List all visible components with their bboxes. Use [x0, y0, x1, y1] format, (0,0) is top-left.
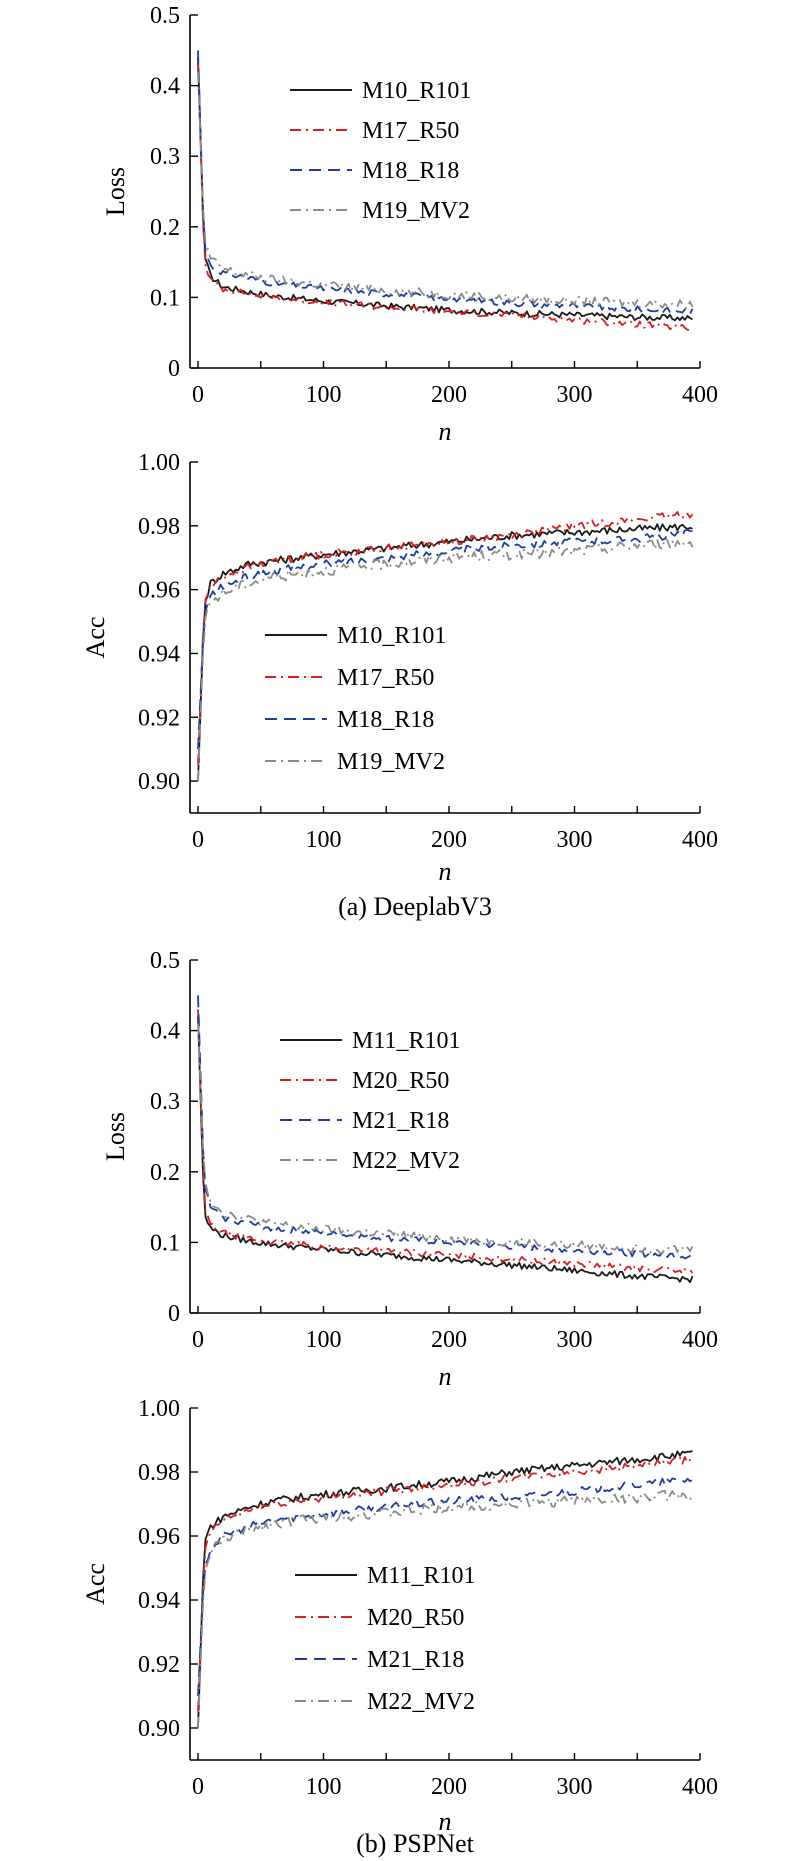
y-tick-label: 0.94 — [138, 641, 180, 667]
series-line-m21-r18 — [197, 1477, 693, 1697]
legend-label: M17_R50 — [362, 118, 459, 144]
x-tick-label: 300 — [557, 1774, 593, 1800]
x-tick-label: 400 — [682, 827, 718, 853]
y-tick-label: 0.4 — [150, 74, 180, 100]
y-tick-label: 0.92 — [138, 705, 180, 731]
x-axis-label: n — [439, 857, 452, 886]
legend-label: M19_MV2 — [362, 198, 470, 224]
x-tick-label: 0 — [192, 1327, 204, 1353]
legend-label: M10_R101 — [362, 78, 471, 104]
x-tick-label: 400 — [682, 1327, 718, 1353]
legend-label: M20_R50 — [367, 1605, 464, 1631]
series-line-m18-r18 — [197, 50, 694, 316]
legend-label: M17_R50 — [337, 665, 434, 691]
caption-a: (a) DeeplabV3 — [338, 892, 492, 921]
series-line-m18-r18 — [197, 529, 693, 750]
y-tick-label: 0 — [168, 1301, 180, 1327]
series-line-m11-r101 — [197, 1450, 693, 1729]
x-tick-label: 300 — [557, 1327, 593, 1353]
panel-a-acc-chart: 0.90 0.92 0.94 0.96 0.98 1.00 0 100 200 300 400 n Ac… — [81, 450, 718, 886]
series-line-m10-r101 — [197, 523, 693, 782]
x-tick-label: 100 — [306, 1327, 342, 1353]
y-tick-label: 0.96 — [138, 1524, 180, 1550]
y-axis-label: Loss — [101, 167, 130, 216]
x-tick-label: 0 — [192, 382, 204, 408]
y-tick-label: 0.2 — [150, 1160, 180, 1186]
legend-label: M11_R101 — [367, 1563, 475, 1589]
y-tick-label: 0 — [168, 356, 180, 382]
panel-b-acc-chart: 0.90 0.92 0.94 0.96 0.98 1.00 0 100 200 300 400 n Ac… — [81, 1396, 718, 1836]
x-tick-label: 0 — [192, 1774, 204, 1800]
y-tick-label: 0.1 — [150, 285, 180, 311]
x-tick-label: 200 — [431, 1774, 467, 1800]
x-tick-label: 100 — [306, 382, 342, 408]
y-tick-label: 0.3 — [150, 144, 180, 170]
x-axis-label: n — [439, 1807, 452, 1836]
y-axis-label: Acc — [81, 617, 110, 659]
y-tick-label: 0.4 — [150, 1019, 180, 1045]
x-tick-label: 100 — [306, 1774, 342, 1800]
legend-label: M20_R50 — [352, 1068, 449, 1094]
y-tick-label: 0.98 — [138, 514, 180, 540]
series-line-m22-mv2 — [197, 1490, 694, 1729]
y-tick-label: 0.92 — [138, 1652, 180, 1678]
x-tick-label: 200 — [431, 1327, 467, 1353]
legend-label: M22_MV2 — [367, 1689, 475, 1715]
legend-label: M21_R18 — [367, 1647, 464, 1673]
y-tick-label: 0.98 — [138, 1460, 180, 1486]
x-axis-label: n — [439, 1362, 452, 1391]
series-line-m17-r50 — [197, 64, 694, 331]
legend-label: M10_R101 — [337, 623, 446, 649]
series-line-m19-mv2 — [197, 537, 694, 782]
y-axis-label: Loss — [101, 1112, 130, 1161]
y-tick-label: 0.94 — [138, 1588, 180, 1614]
x-tick-label: 200 — [431, 382, 467, 408]
series-line-m20-r50 — [197, 1009, 694, 1275]
y-tick-label: 0.2 — [150, 215, 180, 241]
panel-a-loss-chart: 0 0.1 0.2 0.3 0.4 0.5 0 100 200 300 400 n Loss M10_R1… — [101, 3, 718, 446]
legend-label: M19_MV2 — [337, 749, 445, 775]
legend-label: M18_R18 — [362, 158, 459, 184]
x-tick-label: 300 — [557, 382, 593, 408]
x-tick-label: 200 — [431, 827, 467, 853]
y-tick-label: 0.96 — [138, 578, 180, 604]
panel-b-loss-chart: 0 0.1 0.2 0.3 0.4 0.5 0 100 200 300 400 n Loss M11_R1… — [101, 948, 718, 1391]
legend-label: M18_R18 — [337, 707, 434, 733]
y-tick-label: 0.5 — [150, 3, 180, 29]
series-line-m19-mv2 — [197, 71, 694, 310]
series-line-m17-r50 — [197, 510, 694, 766]
x-tick-label: 400 — [682, 382, 718, 408]
x-axis-label: n — [439, 417, 452, 446]
series-line-m11-r101 — [197, 1016, 694, 1284]
y-tick-label: 0.90 — [138, 769, 180, 795]
x-tick-label: 100 — [306, 827, 342, 853]
x-tick-label: 300 — [557, 827, 593, 853]
y-tick-label: 0.90 — [138, 1716, 180, 1742]
y-axis-label: Acc — [81, 1563, 110, 1605]
series-line-m21-r18 — [197, 995, 693, 1260]
y-tick-label: 1.00 — [138, 1396, 180, 1422]
y-tick-label: 1.00 — [138, 450, 180, 476]
x-tick-label: 0 — [192, 827, 204, 853]
series-line-m20-r50 — [197, 1456, 694, 1713]
y-tick-label: 0.1 — [150, 1230, 180, 1256]
legend-label: M11_R101 — [352, 1028, 460, 1054]
series-line-m22-mv2 — [197, 1023, 694, 1254]
y-tick-label: 0.5 — [150, 948, 180, 974]
y-tick-label: 0.3 — [150, 1089, 180, 1115]
x-tick-label: 400 — [682, 1774, 718, 1800]
legend-label: M22_MV2 — [352, 1148, 460, 1174]
caption-b: (b) PSPNet — [356, 1829, 475, 1858]
legend-label: M21_R18 — [352, 1108, 449, 1134]
series-line-m10-r101 — [197, 57, 693, 322]
